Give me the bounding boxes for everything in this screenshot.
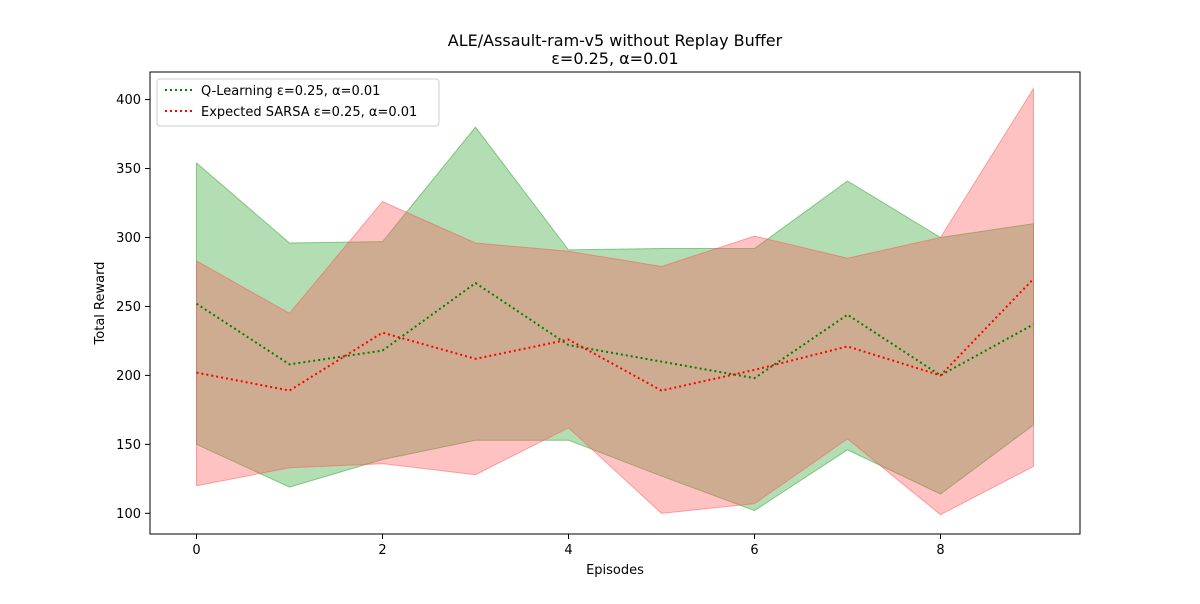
x-axis-label: Episodes xyxy=(586,563,644,578)
chart-title: ALE/Assault-ram-v5 without Replay Buffer xyxy=(448,31,783,50)
x-tick-label-4: 4 xyxy=(564,543,572,558)
legend: Q-Learning ε=0.25, α=0.01 Expected SARSA… xyxy=(156,78,440,127)
plot-frame xyxy=(149,71,1081,535)
x-ticks: 0 2 4 6 8 xyxy=(192,534,945,558)
legend-label-expected-sarsa: Expected SARSA ε=0.25, α=0.01 xyxy=(201,105,417,120)
y-tick-label-250: 250 xyxy=(116,300,141,315)
y-tick-label-300: 300 xyxy=(116,231,141,246)
lines-layer xyxy=(195,278,1035,392)
band-expected-sarsa xyxy=(196,86,1034,516)
y-ticks: 100 150 200 250 300 350 400 xyxy=(116,93,150,522)
y-tick-label-200: 200 xyxy=(116,369,141,384)
x-tick-label-2: 2 xyxy=(378,543,386,558)
x-tick-label-0: 0 xyxy=(192,543,200,558)
y-axis-label: Total Reward xyxy=(93,262,108,346)
y-tick-label-150: 150 xyxy=(116,438,141,453)
x-tick-label-8: 8 xyxy=(936,543,944,558)
y-tick-label-100: 100 xyxy=(116,507,141,522)
line-expected-sarsa xyxy=(196,278,1035,392)
chart-subtitle: ε=0.25, α=0.01 xyxy=(551,49,678,68)
y-tick-label-350: 350 xyxy=(116,162,141,177)
y-tick-label-400: 400 xyxy=(116,93,141,108)
legend-label-q-learning: Q-Learning ε=0.25, α=0.01 xyxy=(201,84,380,99)
x-tick-label-6: 6 xyxy=(750,543,758,558)
bands-layer xyxy=(196,86,1034,516)
legend-box xyxy=(156,78,440,127)
